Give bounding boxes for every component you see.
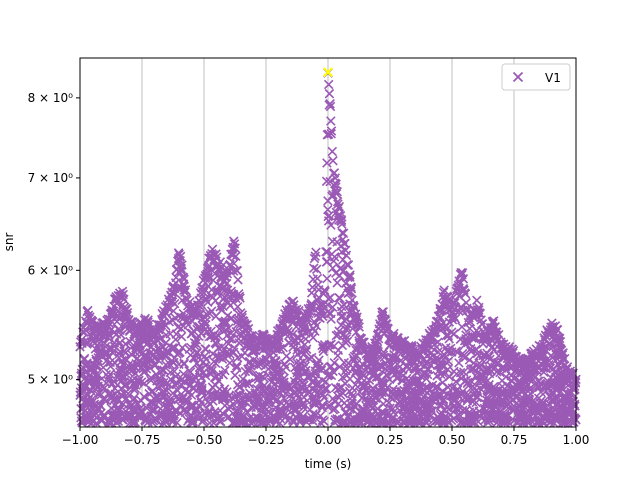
y-tick-label: 8 × 10⁰ <box>28 91 74 105</box>
peak-marker <box>323 67 333 78</box>
x-tick-label: 0.25 <box>377 433 404 447</box>
legend-box <box>501 63 571 91</box>
data-layer <box>75 67 581 428</box>
x-tick-label: 1.00 <box>563 433 590 447</box>
x-tick-label: 0.00 <box>315 433 342 447</box>
x-tick-label: −1.00 <box>62 433 99 447</box>
legend: V1 <box>501 63 571 91</box>
x-tick-label: 0.75 <box>501 433 528 447</box>
legend-label: V1 <box>545 71 561 85</box>
x-tick-label: −0.75 <box>124 433 161 447</box>
legend-x-mark <box>512 71 524 83</box>
x-axis-label: time (s) <box>305 457 352 471</box>
y-axis-label: snr <box>2 233 16 252</box>
legend-marker-icon <box>512 71 524 83</box>
y-tick-label: 5 × 10⁰ <box>28 373 74 387</box>
y-tick-label: 6 × 10⁰ <box>28 263 74 277</box>
series-v1-markers <box>75 68 581 428</box>
peak-x-mark <box>323 67 333 78</box>
axis-ticks: −1.00 −0.75 −0.50 −0.25 0.00 0.25 0.50 0.75 1.00… <box>28 91 590 447</box>
x-tick-label: −0.50 <box>186 433 223 447</box>
y-tick-label: 7 × 10⁰ <box>28 171 74 185</box>
x-tick-label: −0.25 <box>248 433 285 447</box>
x-tick-label: 0.50 <box>439 433 466 447</box>
